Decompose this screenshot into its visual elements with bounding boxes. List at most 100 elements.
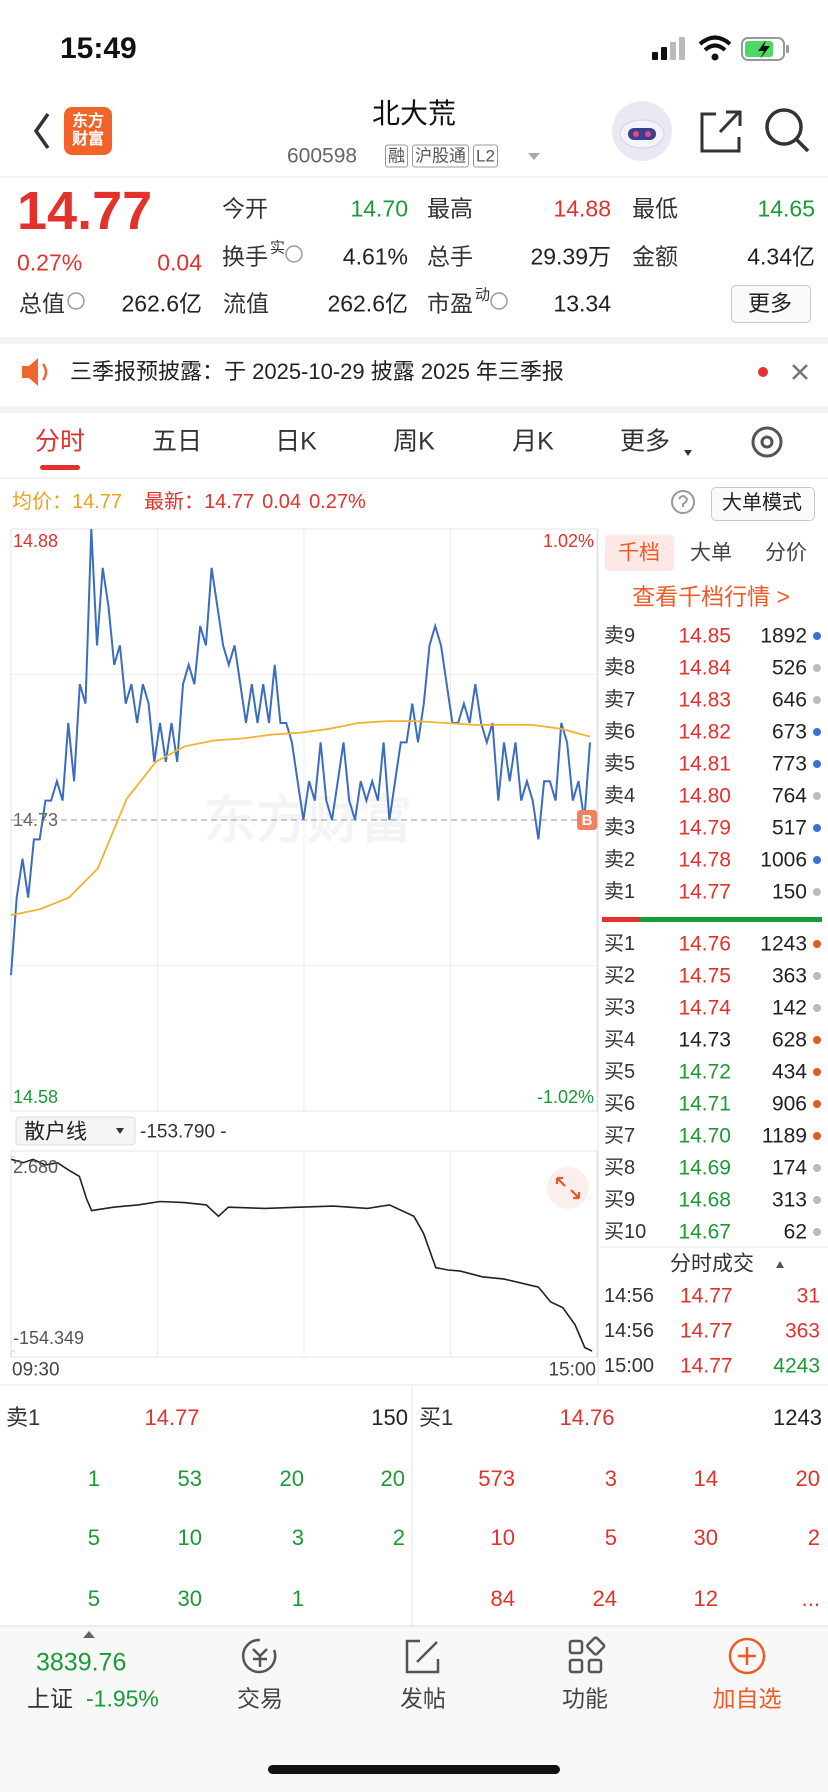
post-icon[interactable] (405, 1639, 440, 1674)
ask-label: 卖1 (6, 1405, 41, 1430)
field-value: 14.65 (757, 195, 815, 222)
avatar[interactable] (612, 101, 672, 161)
bid-order: 84 (490, 1586, 515, 1611)
book-price: 14.67 (678, 1220, 731, 1244)
index-name[interactable]: 上证 (27, 1685, 73, 1712)
book-dot (813, 1036, 821, 1044)
book-volume: 1243 (760, 932, 807, 956)
period-tab[interactable]: 更多 (619, 427, 671, 456)
field-value: 262.6亿 (121, 290, 202, 317)
field-label: 今开 (222, 195, 268, 222)
nav-item[interactable]: 功能 (562, 1685, 608, 1712)
book-label: 卖2 (604, 849, 636, 871)
watermark: 东方财富 (204, 792, 412, 850)
book-label: 买4 (604, 1029, 636, 1051)
book-volume: 142 (771, 996, 807, 1020)
book-dot (813, 696, 821, 704)
function-icon[interactable] (568, 1636, 606, 1674)
ask-order: 5 (87, 1586, 100, 1611)
mode-button[interactable] (711, 487, 815, 521)
expand-icon[interactable] (547, 1167, 589, 1209)
help-icon[interactable] (671, 490, 695, 514)
logo-text: 东方财富 (71, 113, 104, 148)
add-watch-icon[interactable] (728, 1637, 766, 1675)
chart-info-avg-label: 均价： (12, 491, 72, 513)
trade-volume: 31 (796, 1284, 820, 1308)
book-price: 14.69 (678, 1156, 731, 1180)
index-change[interactable]: -1.95% (86, 1685, 159, 1712)
book-label: 卖4 (604, 785, 636, 807)
bid-order: 10 (490, 1525, 515, 1550)
book-volume: 764 (771, 784, 807, 808)
indicator-name[interactable]: 散户线 (24, 1120, 87, 1144)
trade-volume: 363 (784, 1319, 820, 1343)
book-volume: 1189 (761, 1124, 807, 1148)
book-volume: 150 (771, 880, 807, 904)
indicator-y-label: 2.680 (13, 1157, 59, 1177)
home-indicator (268, 1765, 560, 1774)
book-price: 14.77 (678, 880, 731, 904)
bid-label: 买1 (419, 1405, 454, 1430)
field-value: 29.39万 (530, 243, 611, 270)
mode-button-label[interactable]: 大单模式 (722, 492, 802, 514)
share-icon[interactable] (700, 110, 742, 153)
period-tab[interactable]: 五日 (151, 427, 203, 456)
stock-tag: L2 (473, 144, 498, 168)
trade-marker-box (577, 810, 597, 830)
chart-info-avg: 14.77 (72, 491, 123, 513)
book-volume: 526 (771, 656, 807, 680)
stock-code: 600598 (287, 144, 358, 168)
y-tick-label: 14.88 (13, 531, 59, 551)
bid-volume: 1243 (773, 1405, 822, 1430)
trades-title[interactable]: 分时成交 (670, 1252, 754, 1276)
book-label: 卖7 (604, 689, 636, 711)
nav-item[interactable]: 发帖 (400, 1685, 446, 1712)
book-dot (813, 1164, 821, 1172)
settings-icon[interactable] (751, 426, 783, 458)
search-icon[interactable] (765, 108, 810, 153)
period-tab[interactable]: 月K (512, 427, 554, 456)
field-label: 最高 (427, 195, 473, 222)
more-button[interactable] (731, 285, 811, 323)
book-label: 卖6 (604, 721, 636, 743)
period-tab[interactable]: 周K (393, 427, 435, 456)
book-price: 14.83 (678, 688, 731, 712)
book-price: 14.73 (678, 1028, 731, 1052)
field-value: 262.6亿 (327, 290, 408, 317)
indicator-selector[interactable] (15, 1116, 136, 1146)
bid-order: 12 (693, 1586, 718, 1611)
active-panel-tab (605, 535, 674, 571)
code-dropdown[interactable] (528, 153, 540, 160)
period-tab[interactable]: 分时 (34, 427, 86, 456)
nav-item[interactable]: 加自选 (712, 1685, 782, 1712)
more-button-label[interactable]: 更多 (747, 291, 793, 316)
depth-link[interactable]: 查看千档行情 > (632, 583, 790, 610)
field-label: 金额 (632, 243, 678, 270)
book-label: 卖9 (604, 625, 636, 647)
index-value[interactable]: 3839.76 (36, 1648, 127, 1677)
book-tab[interactable]: 千档 (618, 541, 660, 565)
book-price: 14.70 (678, 1124, 731, 1148)
indicator-y-label: -154.349 (13, 1328, 85, 1348)
book-dot (813, 792, 821, 800)
bottom-nav-bg (0, 1626, 828, 1792)
speaker-icon (22, 358, 48, 386)
book-price: 14.82 (678, 720, 731, 744)
nav-item[interactable]: 交易 (237, 1685, 283, 1712)
book-tab[interactable]: 分价 (765, 541, 807, 565)
trade-icon[interactable] (241, 1638, 277, 1674)
close-icon[interactable] (792, 364, 808, 380)
book-dot (813, 760, 821, 768)
bid-order: 24 (592, 1586, 617, 1611)
back-icon[interactable] (33, 112, 50, 150)
trades-arrow[interactable] (776, 1261, 784, 1268)
book-tab[interactable]: 大单 (690, 541, 732, 565)
field-value: 14.88 (553, 195, 611, 222)
field-value: 4.34亿 (747, 243, 815, 270)
period-tab[interactable]: 日K (275, 427, 317, 456)
book-dot (813, 888, 821, 896)
status-time: 15:49 (60, 32, 137, 65)
book-label: 买9 (604, 1189, 636, 1211)
trade-volume: 4243 (773, 1354, 820, 1378)
